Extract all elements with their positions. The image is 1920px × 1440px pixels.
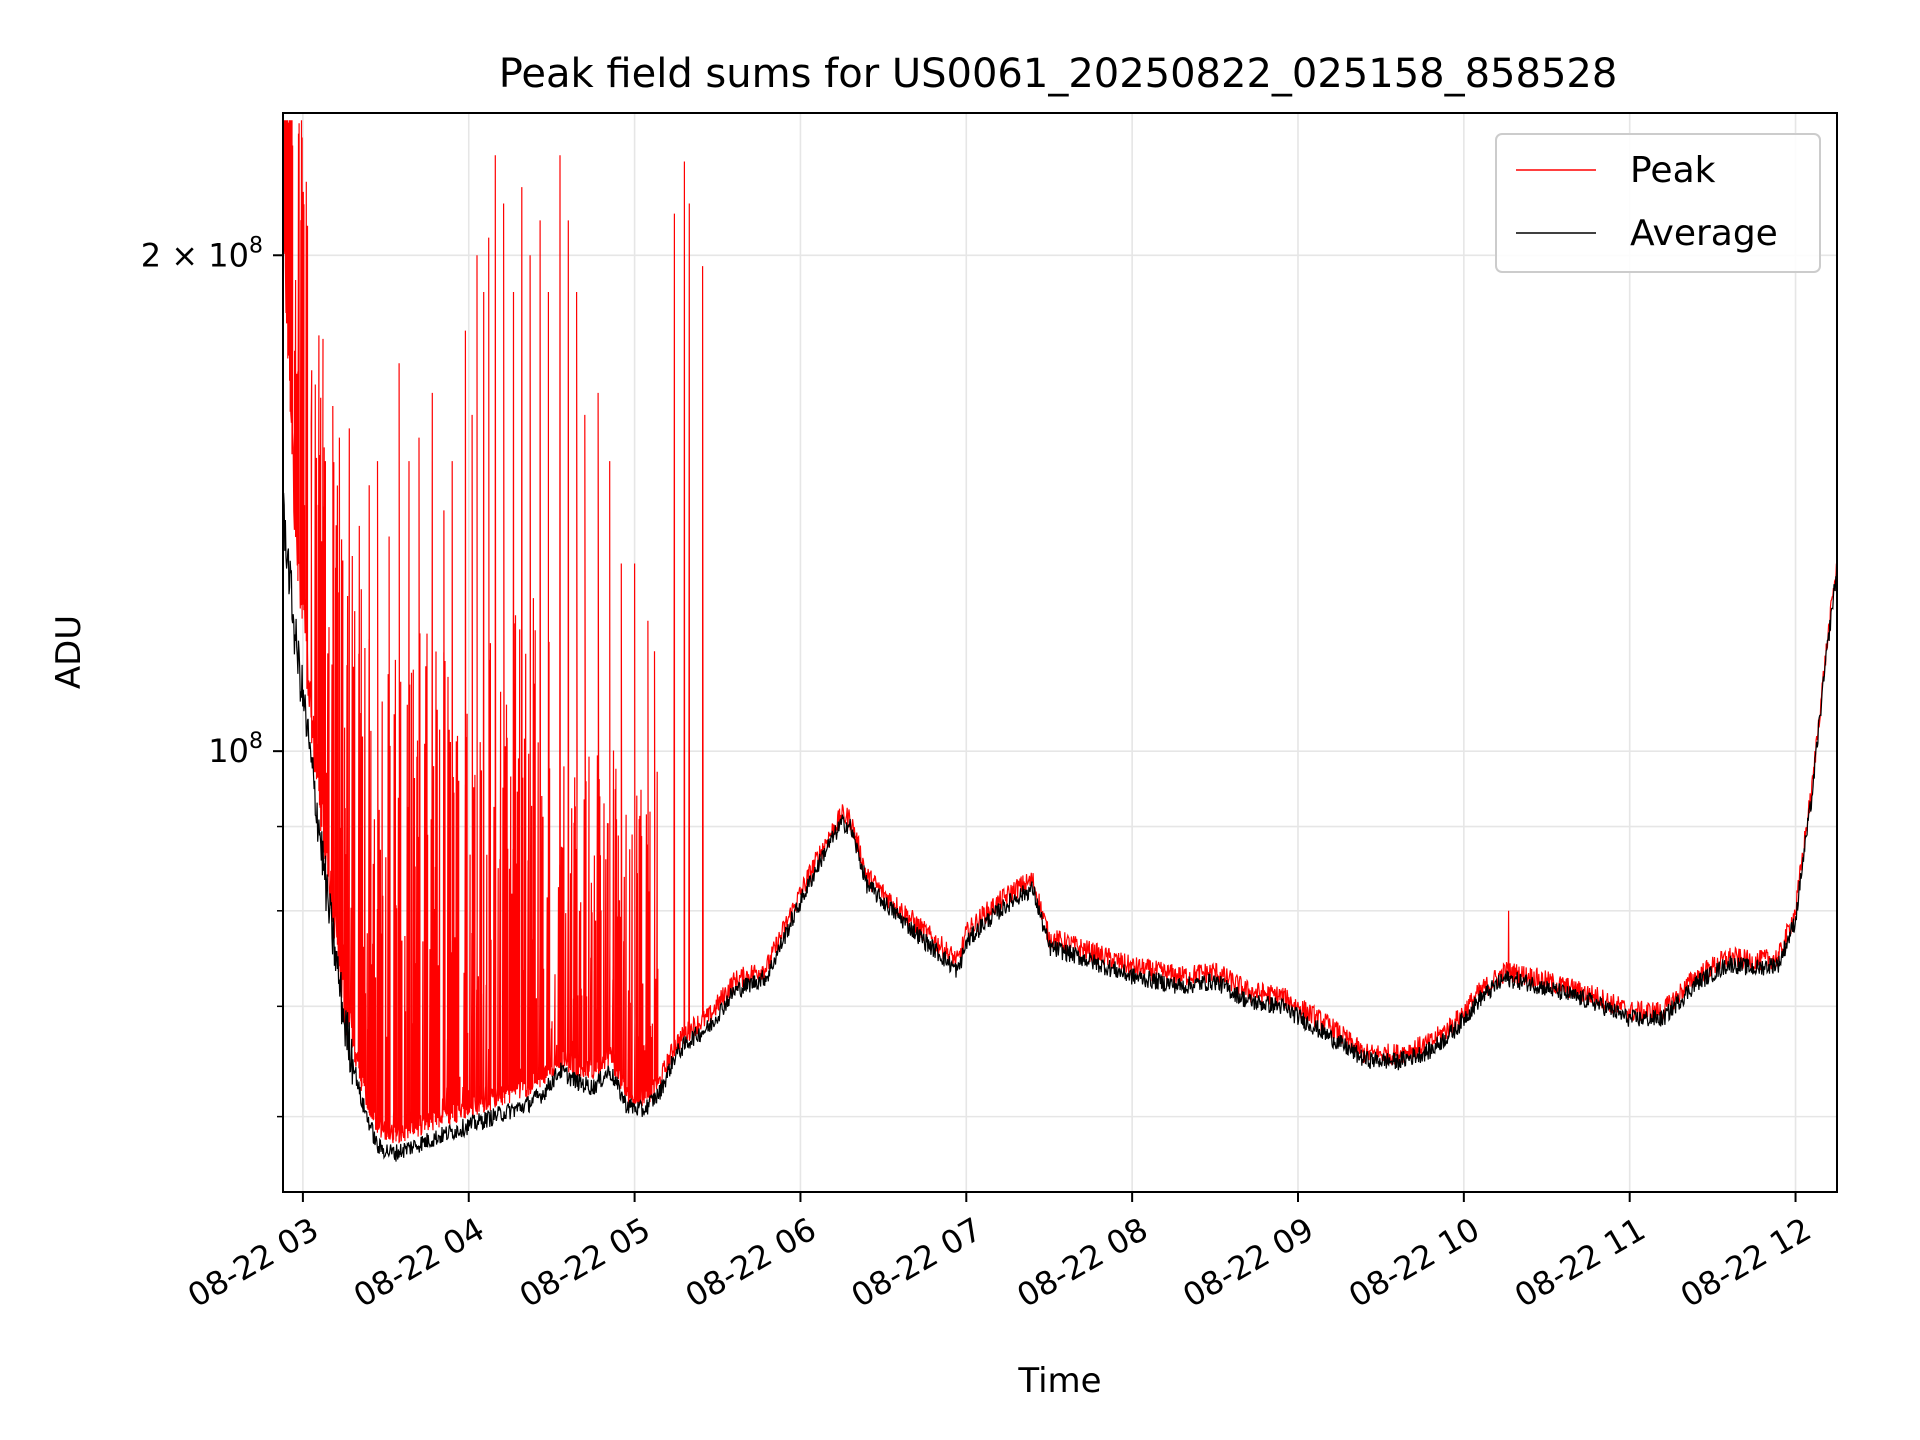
- chart-title: Peak field sums for US0061_20250822_0251…: [499, 51, 1618, 97]
- legend-box: [1495, 133, 1821, 273]
- series-line-average: [282, 492, 1838, 1162]
- legend: Peak Average: [1495, 133, 1821, 273]
- legend-label-peak: Peak: [1630, 150, 1716, 191]
- y-tick-label: 2 × 108: [141, 233, 263, 274]
- y-axis: 108 2 × 108: [141, 233, 283, 1118]
- x-axis-label: Time: [1017, 1361, 1101, 1401]
- y-axis-label: ADU: [49, 615, 89, 689]
- plot-frame: [282, 112, 1838, 1193]
- legend-label-average: Average: [1630, 213, 1778, 254]
- plot-area: [282, 120, 1838, 1162]
- y-tick-label: 108: [208, 729, 263, 770]
